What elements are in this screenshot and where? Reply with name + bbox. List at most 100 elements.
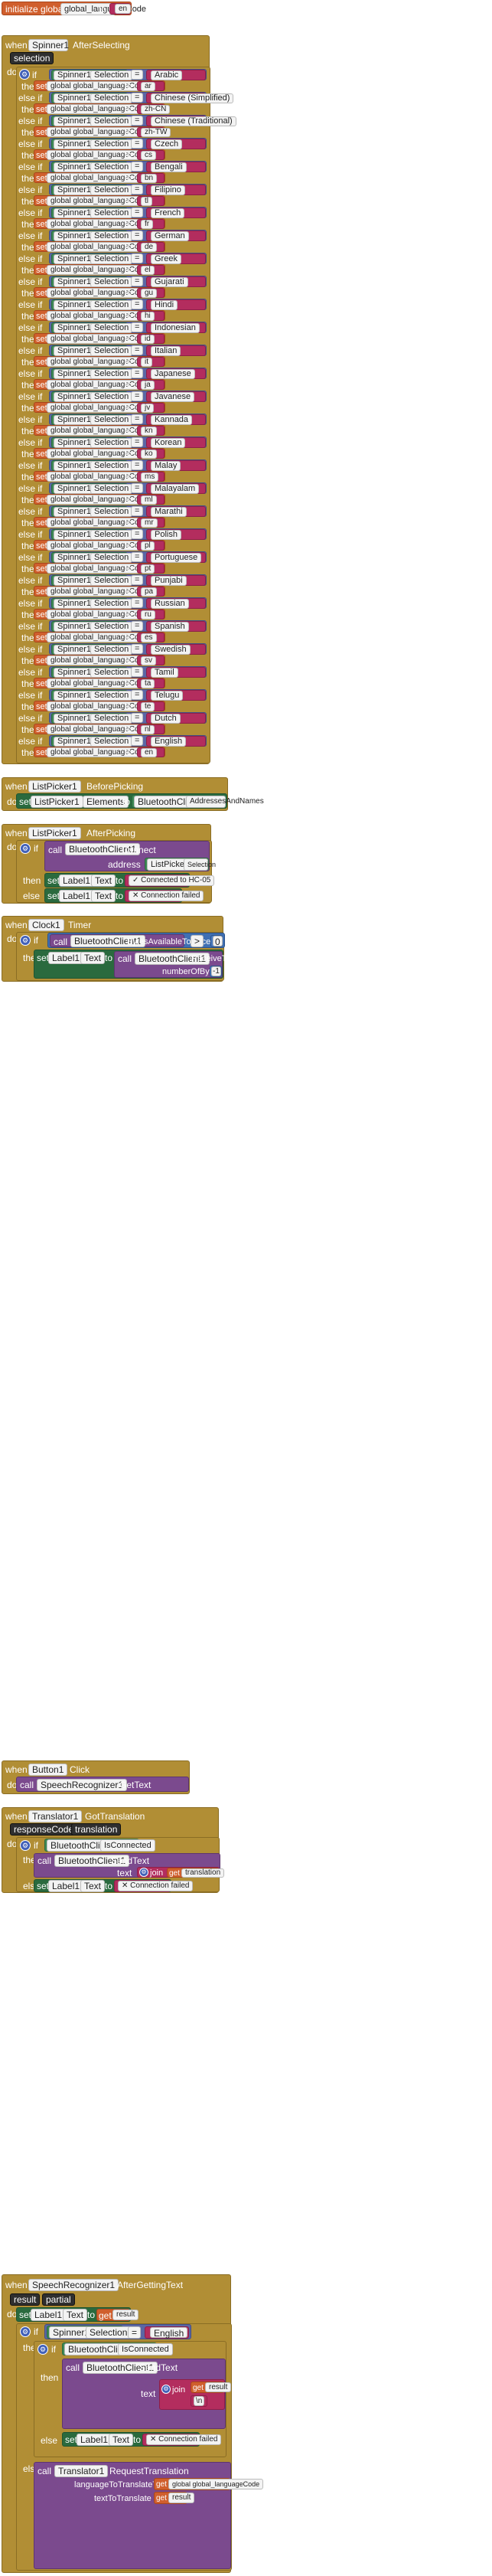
- code-text-block[interactable]: ta: [137, 678, 165, 688]
- spinner-component-dropdown[interactable]: Spinner1: [54, 415, 96, 425]
- code-text-block[interactable]: fr: [137, 219, 165, 229]
- compare-block[interactable]: Spinner1 Selection = Bengali: [49, 161, 207, 172]
- text-prop-dropdown[interactable]: Text: [63, 2309, 88, 2321]
- set-global-block[interactable]: set global global_languageCode to zh-CN: [34, 103, 171, 114]
- language-text-block[interactable]: Kannada: [146, 414, 206, 425]
- language-text-block[interactable]: Chinese (Simplified): [146, 93, 234, 103]
- language-text-block[interactable]: Portuguese: [146, 552, 206, 563]
- eq-op-dropdown[interactable]: =: [131, 139, 144, 149]
- code-field[interactable]: ml: [141, 495, 157, 505]
- global-var-dropdown[interactable]: global global_languageCode: [47, 357, 152, 367]
- set-global-block[interactable]: set global global_languageCode to cs: [34, 149, 165, 160]
- spinner-selection-getter[interactable]: Spinner1 Selection: [51, 322, 133, 333]
- selection-prop-dropdown[interactable]: Selection: [90, 668, 133, 678]
- mutator-gear-icon[interactable]: ⚙: [20, 2326, 31, 2337]
- global-var-dropdown[interactable]: global global_languageCode: [47, 334, 152, 344]
- compare-block[interactable]: Spinner1 Selection = English: [49, 735, 207, 747]
- code-field[interactable]: te: [141, 702, 155, 711]
- code-field[interactable]: ru: [141, 610, 155, 619]
- code-field[interactable]: tl: [141, 197, 152, 206]
- language-field[interactable]: Telugu: [151, 691, 184, 701]
- spinner-selection-getter[interactable]: Spinner1 Selection: [51, 208, 133, 218]
- receive-text-call[interactable]: call BluetoothClient1 ReceiveText number…: [114, 951, 237, 978]
- code-field[interactable]: bn: [141, 174, 158, 183]
- eq-op-dropdown[interactable]: =: [131, 276, 144, 286]
- set-global-block[interactable]: set global global_languageCode to es: [34, 632, 165, 642]
- selection-prop-dropdown[interactable]: Selection: [90, 576, 133, 586]
- set-global-block[interactable]: set global global_languageCode to ms: [34, 471, 165, 482]
- failed-text-block[interactable]: ✕ Connection failed: [114, 1880, 194, 1892]
- spinner-selection-getter[interactable]: Spinner1 Selection: [51, 139, 133, 149]
- selection-prop-dropdown[interactable]: Selection: [90, 70, 133, 80]
- eq-op-dropdown[interactable]: =: [131, 391, 144, 401]
- language-text-block[interactable]: Malay: [146, 460, 206, 471]
- property-dropdown[interactable]: Elements: [83, 796, 129, 808]
- spinner-selection-getter[interactable]: Spinner1 Selection: [51, 667, 133, 678]
- code-field[interactable]: hi: [141, 312, 155, 321]
- set-global-block[interactable]: set global global_languageCode to gu: [34, 287, 165, 298]
- spinner-component-dropdown[interactable]: Spinner1: [54, 737, 96, 747]
- bt-component-dropdown[interactable]: BluetoothClient1: [70, 935, 146, 947]
- eq-op-dropdown[interactable]: =: [131, 93, 144, 103]
- eq-op-dropdown[interactable]: =: [131, 437, 144, 447]
- eq-op-dropdown[interactable]: =: [131, 185, 144, 195]
- language-field[interactable]: English: [151, 737, 187, 747]
- init-name-field[interactable]: global_languageCode: [60, 3, 146, 15]
- code-field[interactable]: sv: [141, 656, 156, 665]
- mutator-gear-icon[interactable]: ⚙: [20, 843, 31, 854]
- isconnected-getter[interactable]: BluetoothClient1 IsConnected: [62, 2342, 173, 2355]
- language-field[interactable]: Filipino: [151, 185, 185, 195]
- selection-prop-dropdown[interactable]: Selection: [90, 714, 133, 724]
- compare-block[interactable]: Spinner1 Selection = French: [49, 207, 207, 218]
- language-field[interactable]: Punjabi: [151, 576, 187, 586]
- set-global-block[interactable]: set global global_languageCode to hi: [34, 310, 165, 321]
- selection-prop-dropdown[interactable]: Selection: [90, 323, 133, 333]
- set-elements-block[interactable]: set ListPicker1 Elements to BluetoothCli…: [16, 793, 264, 809]
- selection-prop-dropdown[interactable]: Selection: [90, 162, 133, 172]
- neg1-field[interactable]: -1: [211, 966, 221, 976]
- global-var-dropdown[interactable]: global global_languageCode: [47, 150, 152, 160]
- join-gear-icon[interactable]: ⚙: [161, 2385, 171, 2394]
- code-text-block[interactable]: jv: [137, 403, 165, 413]
- spinner-component-dropdown[interactable]: Spinner1: [54, 185, 96, 195]
- label-component-dropdown[interactable]: Label1: [59, 890, 95, 902]
- compare-block[interactable]: Spinner1 Selection = Swedish: [49, 643, 207, 655]
- code-text-block[interactable]: id: [137, 334, 165, 344]
- bt-component-dropdown[interactable]: BluetoothClient1: [54, 1855, 130, 1867]
- if-else-block[interactable]: ⚙ if then else call BluetoothClient1 Con…: [16, 840, 216, 903]
- global-var-dropdown[interactable]: global global_languageCode: [47, 724, 152, 734]
- set-global-block[interactable]: set global global_languageCode to fr: [34, 218, 165, 229]
- language-text-block[interactable]: Korean: [146, 437, 206, 448]
- compare-block[interactable]: Spinner1 Selection = Hindi: [49, 299, 207, 310]
- set-global-block[interactable]: set global global_languageCode to bn: [34, 172, 165, 183]
- selection-prop-dropdown[interactable]: Selection: [90, 208, 133, 218]
- language-field[interactable]: Russian: [151, 599, 189, 609]
- language-field[interactable]: Arabic: [151, 70, 183, 80]
- mutator-gear-icon[interactable]: ⚙: [37, 2344, 48, 2355]
- spinner-selection-getter[interactable]: Spinner1 Selection: [51, 414, 133, 425]
- eq-op-dropdown[interactable]: =: [131, 345, 144, 355]
- spinner-selection-getter[interactable]: Spinner1 Selection: [51, 116, 133, 126]
- code-field[interactable]: jv: [141, 404, 155, 413]
- set-global-block[interactable]: set global global_languageCode to id: [34, 333, 165, 344]
- set-global-block[interactable]: set global global_languageCode to te: [34, 701, 165, 711]
- code-field[interactable]: ko: [141, 449, 157, 459]
- global-var-dropdown[interactable]: global global_languageCode: [47, 678, 152, 688]
- eq-op-dropdown[interactable]: =: [131, 414, 144, 424]
- spinner-component-dropdown[interactable]: Spinner1: [54, 645, 96, 655]
- language-text-block[interactable]: Bengali: [146, 162, 206, 172]
- text-prop-dropdown[interactable]: Text: [91, 874, 116, 887]
- init-value-block[interactable]: en: [109, 3, 132, 15]
- code-field[interactable]: zh-CN: [141, 105, 171, 114]
- set-global-block[interactable]: set global global_languageCode to tl: [34, 195, 165, 206]
- connect-call-block[interactable]: call BluetoothClient1 Connect address Li…: [44, 841, 216, 871]
- compare-block[interactable]: Spinner1 Selection = Javanese: [49, 391, 207, 402]
- language-field[interactable]: Malay: [151, 461, 181, 471]
- nested-if-else-block[interactable]: ⚙ if then else BluetoothClient1 IsConnec…: [34, 2341, 232, 2457]
- translator-component-dropdown[interactable]: Translator1: [54, 2465, 109, 2477]
- language-text-block[interactable]: Japanese: [146, 368, 206, 379]
- set-global-block[interactable]: set global global_languageCode to ta: [34, 678, 165, 688]
- compare-block[interactable]: Spinner1 Selection = Telugu: [49, 689, 207, 701]
- selection-prop-dropdown[interactable]: Selection: [90, 645, 133, 655]
- failed-text-field[interactable]: ✕ Connection failed: [118, 1881, 194, 1891]
